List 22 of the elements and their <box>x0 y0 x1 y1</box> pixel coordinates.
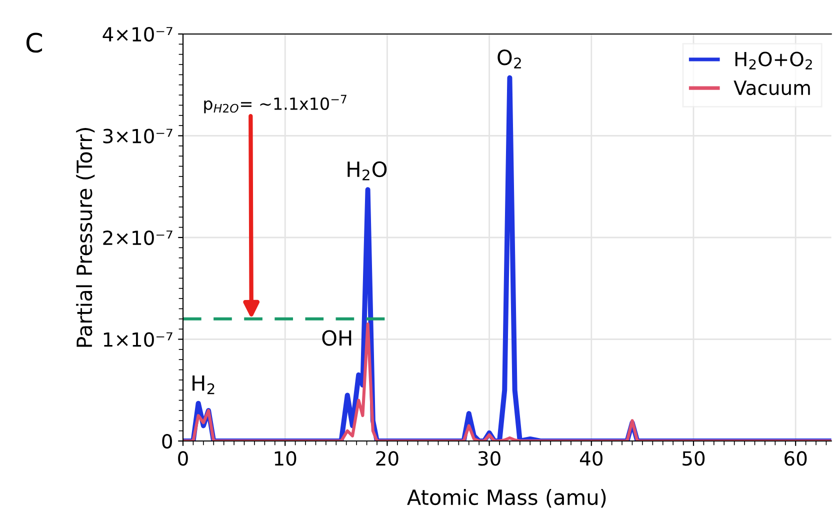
annotation: p$_{H2O}$= ~1.1x10$^{−7}$ <box>204 94 346 114</box>
x-tick-label: 0 <box>178 451 188 466</box>
annotation: O$_{2}$ <box>498 49 521 68</box>
annotation: OH <box>322 330 352 346</box>
x-tick-label: 30 <box>478 451 500 466</box>
y-axis-title: Partial Pressure (Torr) <box>76 128 95 347</box>
y-tick-label: 1×10⁻⁷ <box>104 332 172 347</box>
x-tick-label: 10 <box>274 451 296 466</box>
y-tick-label: 3×10⁻⁷ <box>103 128 172 144</box>
y-tick-label: 0 <box>162 434 172 449</box>
chart-title: C <box>26 32 42 53</box>
x-tick-label: 60 <box>784 451 807 466</box>
x-tick-label: 50 <box>682 451 705 466</box>
x-axis-title: Atomic Mass (amu) <box>407 488 606 508</box>
x-tick-label: 40 <box>580 451 602 466</box>
y-tick-label: 2×10⁻⁷ <box>103 230 172 246</box>
legend-label: H$_{2}$O+O$_{2}$ <box>735 52 812 70</box>
annotation: H$_{2}$ <box>192 375 214 394</box>
legend-label: Vacuum <box>734 80 810 96</box>
x-tick-label: 20 <box>376 451 398 466</box>
annotation: H$_{2}$O <box>348 161 387 180</box>
y-tick-label: 4×10⁻⁷ <box>102 26 172 42</box>
